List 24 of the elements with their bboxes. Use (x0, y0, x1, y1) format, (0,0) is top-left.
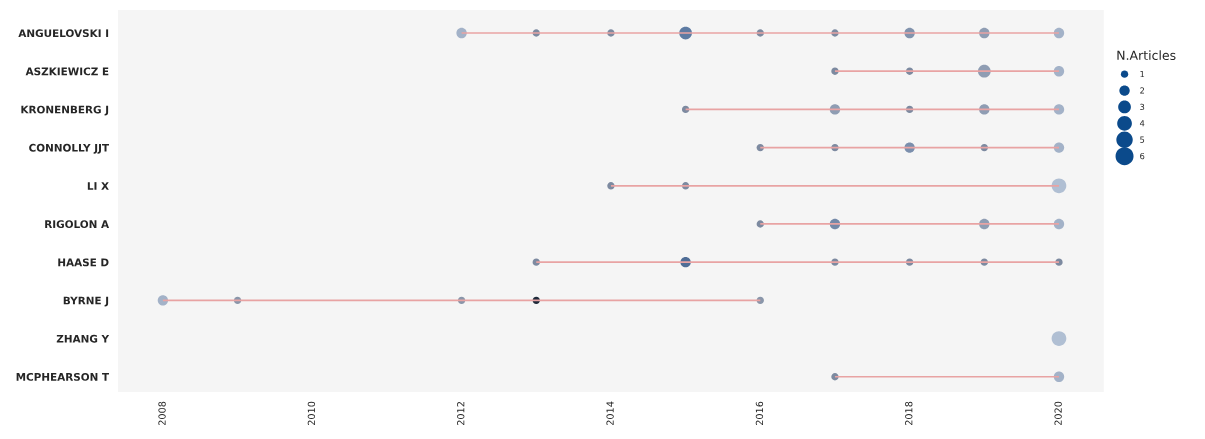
y-tick-label: HAASE D (58, 258, 109, 267)
x-tick-label: 2018 (905, 401, 913, 426)
x-tick-label: 2014 (606, 401, 614, 426)
y-tick-label: ANGUELOVSKI I (18, 29, 109, 38)
x-tick-label: 2016 (755, 401, 764, 426)
x-tick-label: 2012 (457, 402, 465, 426)
legend-label: 3 (1140, 103, 1145, 111)
x-tick-label: 2008 (158, 401, 166, 426)
y-tick-label: ZHANG Y (56, 334, 110, 343)
legend-label: 2 (1140, 87, 1145, 94)
x-tick-label: 2020 (1054, 401, 1062, 426)
legend-label: 4 (1139, 120, 1145, 127)
y-tick-label: BYRNE J (63, 296, 109, 307)
y-tick-label: LI X (87, 182, 109, 190)
legend-label: 6 (1140, 152, 1145, 160)
legend-title: N.Articles (1117, 50, 1176, 61)
x-tick-label: 2010 (307, 401, 316, 426)
y-tick-label: MCPHEARSON T (16, 372, 110, 381)
y-tick-label: KRONENBERG J (21, 105, 109, 116)
y-tick-label: CONNOLLY JJT (29, 143, 110, 154)
legend-label: 5 (1140, 136, 1145, 143)
y-tick-label: ASZKIEWICZ E (25, 67, 109, 76)
legend-label: 1 (1140, 71, 1145, 78)
y-tick-label: RIGOLON A (45, 220, 110, 229)
